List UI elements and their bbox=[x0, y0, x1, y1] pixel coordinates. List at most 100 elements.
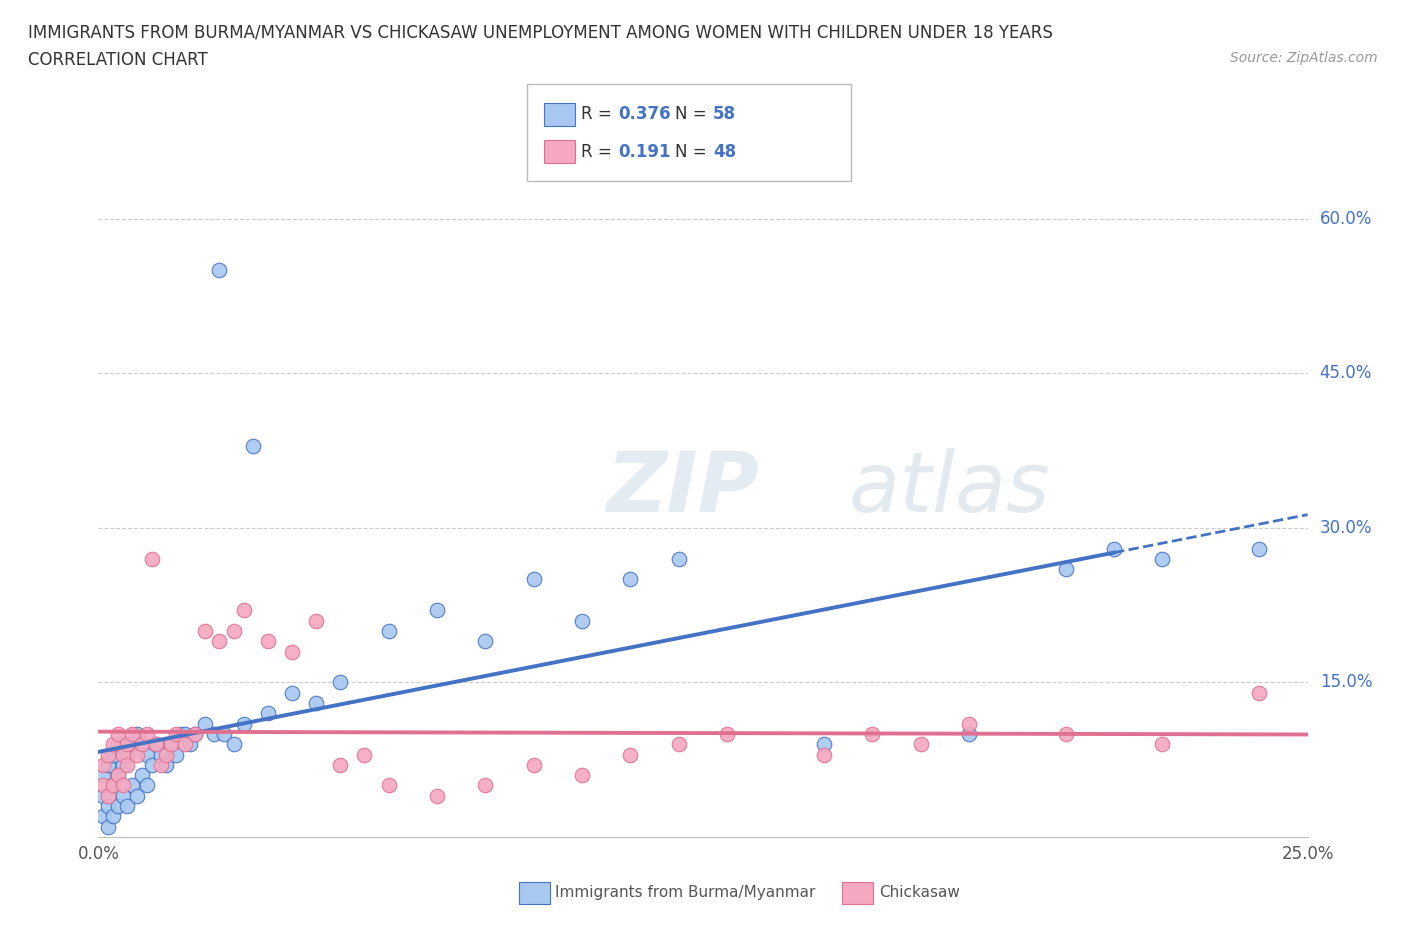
Point bbox=[353, 747, 375, 762]
Point bbox=[101, 809, 124, 824]
Point bbox=[957, 726, 980, 741]
Point bbox=[97, 789, 120, 804]
Point bbox=[135, 747, 157, 762]
Point bbox=[145, 737, 167, 751]
Point bbox=[523, 572, 546, 587]
Point bbox=[256, 706, 278, 721]
Point bbox=[91, 757, 114, 772]
Point bbox=[141, 551, 163, 566]
Point bbox=[1152, 551, 1174, 566]
Point bbox=[169, 726, 191, 741]
Text: IMMIGRANTS FROM BURMA/MYANMAR VS CHICKASAW UNEMPLOYMENT AMONG WOMEN WITH CHILDRE: IMMIGRANTS FROM BURMA/MYANMAR VS CHICKAS… bbox=[28, 23, 1053, 41]
Text: 48: 48 bbox=[713, 142, 735, 161]
Point bbox=[91, 809, 114, 824]
Point bbox=[222, 623, 245, 638]
Point bbox=[107, 768, 129, 783]
Point bbox=[1102, 541, 1125, 556]
Text: Immigrants from Burma/Myanmar: Immigrants from Burma/Myanmar bbox=[555, 885, 815, 900]
Point bbox=[121, 737, 143, 751]
Text: 60.0%: 60.0% bbox=[1320, 210, 1372, 228]
Point bbox=[91, 789, 114, 804]
Point bbox=[155, 747, 177, 762]
Point bbox=[111, 789, 134, 804]
Point bbox=[208, 263, 231, 278]
Text: 0.191: 0.191 bbox=[619, 142, 671, 161]
Point bbox=[184, 726, 207, 741]
Point bbox=[329, 675, 352, 690]
Point bbox=[107, 726, 129, 741]
Point bbox=[232, 716, 254, 731]
Text: R =: R = bbox=[581, 105, 617, 124]
Point bbox=[668, 551, 690, 566]
Point bbox=[523, 757, 546, 772]
Point bbox=[619, 572, 641, 587]
Point bbox=[131, 737, 153, 751]
Point bbox=[141, 757, 163, 772]
Point bbox=[150, 757, 173, 772]
Text: Chickasaw: Chickasaw bbox=[879, 885, 960, 900]
Point bbox=[111, 747, 134, 762]
Point bbox=[101, 737, 124, 751]
Point bbox=[910, 737, 932, 751]
Point bbox=[97, 799, 120, 814]
Text: CORRELATION CHART: CORRELATION CHART bbox=[28, 51, 208, 69]
Point bbox=[957, 716, 980, 731]
Text: 45.0%: 45.0% bbox=[1320, 365, 1372, 382]
Point bbox=[111, 778, 134, 793]
Point bbox=[208, 634, 231, 649]
Point bbox=[121, 726, 143, 741]
Point bbox=[813, 747, 835, 762]
Point bbox=[117, 757, 139, 772]
Point bbox=[1249, 685, 1271, 700]
Point bbox=[150, 747, 173, 762]
Point bbox=[127, 726, 149, 741]
Text: atlas: atlas bbox=[848, 448, 1050, 529]
Point bbox=[174, 726, 197, 741]
Point bbox=[474, 778, 496, 793]
Point bbox=[91, 778, 114, 793]
Point bbox=[571, 768, 593, 783]
Point bbox=[135, 778, 157, 793]
Point bbox=[131, 768, 153, 783]
Point bbox=[121, 778, 143, 793]
Point bbox=[111, 757, 134, 772]
Point bbox=[1152, 737, 1174, 751]
Text: N =: N = bbox=[675, 105, 711, 124]
Point bbox=[97, 819, 120, 834]
Point bbox=[305, 613, 328, 628]
Point bbox=[426, 789, 449, 804]
Point bbox=[117, 737, 139, 751]
Point bbox=[377, 623, 399, 638]
Point bbox=[329, 757, 352, 772]
Point bbox=[131, 737, 153, 751]
Point bbox=[107, 768, 129, 783]
Point bbox=[127, 747, 149, 762]
Point bbox=[571, 613, 593, 628]
Point bbox=[377, 778, 399, 793]
Point bbox=[716, 726, 738, 741]
Point bbox=[155, 757, 177, 772]
Point bbox=[426, 603, 449, 618]
Point bbox=[1054, 562, 1077, 577]
Text: 30.0%: 30.0% bbox=[1320, 519, 1372, 537]
Point bbox=[281, 685, 304, 700]
Text: 58: 58 bbox=[713, 105, 735, 124]
Point bbox=[97, 747, 120, 762]
Text: R =: R = bbox=[581, 142, 617, 161]
Text: 15.0%: 15.0% bbox=[1320, 673, 1372, 692]
Point bbox=[668, 737, 690, 751]
Point bbox=[97, 757, 120, 772]
Point bbox=[212, 726, 235, 741]
Point bbox=[165, 726, 187, 741]
Point bbox=[107, 737, 129, 751]
Point bbox=[860, 726, 883, 741]
Point bbox=[101, 778, 124, 793]
Point bbox=[179, 737, 201, 751]
Point bbox=[1249, 541, 1271, 556]
Point bbox=[127, 789, 149, 804]
Point bbox=[256, 634, 278, 649]
Point bbox=[281, 644, 304, 659]
Point bbox=[242, 438, 264, 453]
Point bbox=[305, 696, 328, 711]
Point bbox=[160, 737, 183, 751]
